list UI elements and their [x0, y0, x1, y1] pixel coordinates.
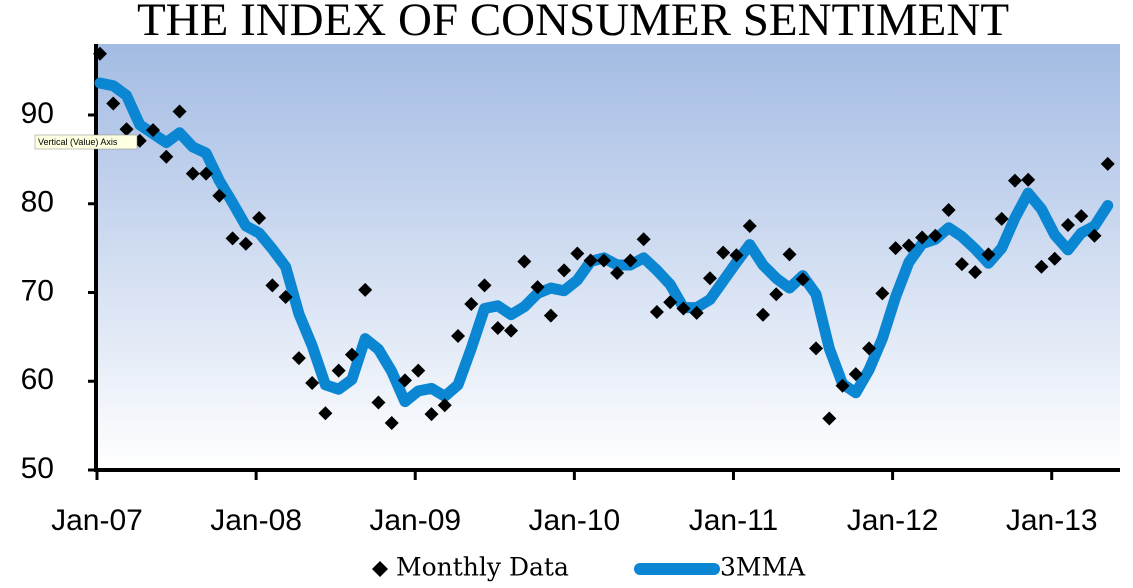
- data-point: [596, 253, 611, 268]
- x-tick-label: Jan-09: [369, 504, 461, 537]
- legend-label: 3MMA: [720, 553, 806, 582]
- data-point: [159, 149, 174, 164]
- tooltip-box: [34, 134, 138, 150]
- data-point: [795, 272, 810, 287]
- data-point: [702, 271, 717, 286]
- data-point: [1034, 259, 1049, 274]
- data-point: [477, 278, 492, 293]
- data-point: [994, 211, 1009, 226]
- data-point: [543, 308, 558, 323]
- data-point: [119, 122, 134, 137]
- data-point: [318, 406, 333, 421]
- data-point: [106, 96, 121, 111]
- data-point: [663, 295, 678, 310]
- data-point: [331, 363, 346, 378]
- data-point: [530, 280, 545, 295]
- y-tick-label: 80: [21, 186, 54, 219]
- data-point: [756, 307, 770, 322]
- data-point: [583, 253, 598, 268]
- data-point: [424, 407, 439, 422]
- data-point: [504, 323, 519, 338]
- data-point: [570, 246, 585, 261]
- data-point: [954, 257, 969, 272]
- data-point: [968, 265, 983, 280]
- data-point: [901, 238, 916, 253]
- chart-title: THE INDEX OF CONSUMER SENTIMENT: [137, 0, 1009, 46]
- data-point: [1074, 209, 1089, 224]
- data-point: [676, 301, 691, 316]
- data-point: [238, 236, 253, 251]
- data-point: [1021, 172, 1036, 187]
- x-tick-label: Jan-11: [689, 504, 779, 537]
- data-point: [437, 398, 452, 413]
- data-point: [649, 305, 664, 320]
- data-point: [517, 254, 532, 269]
- y-tick-label: 90: [21, 97, 54, 130]
- data-point: [371, 395, 386, 410]
- data-point: [265, 278, 280, 293]
- data-point: [1100, 156, 1115, 171]
- data-point: [199, 166, 214, 181]
- data-point: [742, 218, 757, 233]
- data-point: [172, 104, 187, 119]
- data-point: [875, 286, 890, 301]
- x-tick-label: Jan-07: [51, 504, 143, 537]
- data-point: [848, 367, 863, 382]
- data-point: [411, 363, 426, 378]
- data-point: [862, 341, 877, 356]
- data-point: [93, 46, 107, 61]
- data-point: [1060, 218, 1075, 233]
- data-point: [305, 376, 320, 391]
- data-point: [557, 263, 572, 278]
- data-point: [278, 289, 293, 304]
- data-point: [1087, 228, 1102, 243]
- data-point: [729, 248, 744, 263]
- y-tick-label: 50: [21, 452, 54, 485]
- data-point: [146, 123, 161, 138]
- data-point: [689, 305, 704, 320]
- data-point: [981, 247, 996, 262]
- data-point: [888, 241, 903, 256]
- data-point: [291, 351, 306, 366]
- data-point: [397, 373, 412, 388]
- tooltip-text: Vertical (Value) Axis: [38, 137, 118, 147]
- data-point: [941, 202, 956, 217]
- data-point: [716, 245, 731, 260]
- data-point: [1007, 173, 1022, 188]
- data-point: [464, 297, 479, 312]
- data-point: [809, 341, 824, 356]
- data-point: [384, 415, 399, 430]
- x-tick-label: Jan-12: [847, 504, 939, 537]
- data-point: [915, 230, 930, 245]
- data-point: [358, 282, 373, 297]
- data-point: [769, 287, 784, 302]
- y-tick-label: 60: [21, 363, 54, 396]
- data-point: [490, 321, 505, 335]
- x-tick-label: Jan-10: [528, 504, 620, 537]
- data-point: [822, 411, 837, 426]
- data-point: [212, 188, 227, 203]
- data-point: [623, 253, 638, 268]
- data-point: [610, 265, 625, 280]
- data-point: [252, 210, 267, 225]
- data-point: [782, 247, 797, 262]
- data-point: [344, 347, 359, 362]
- data-point: [451, 328, 466, 343]
- y-tick-label: 70: [21, 274, 54, 307]
- x-tick-label: Jan-08: [210, 504, 302, 537]
- x-tick-label: Jan-13: [1006, 504, 1098, 537]
- data-point: [636, 232, 651, 247]
- data-point: [225, 231, 240, 246]
- data-point: [1047, 251, 1062, 266]
- data-point: [185, 166, 200, 181]
- legend-marker: [372, 561, 388, 577]
- legend-label: Monthly Data: [396, 553, 569, 582]
- data-point: [835, 378, 850, 393]
- data-point: [928, 228, 943, 243]
